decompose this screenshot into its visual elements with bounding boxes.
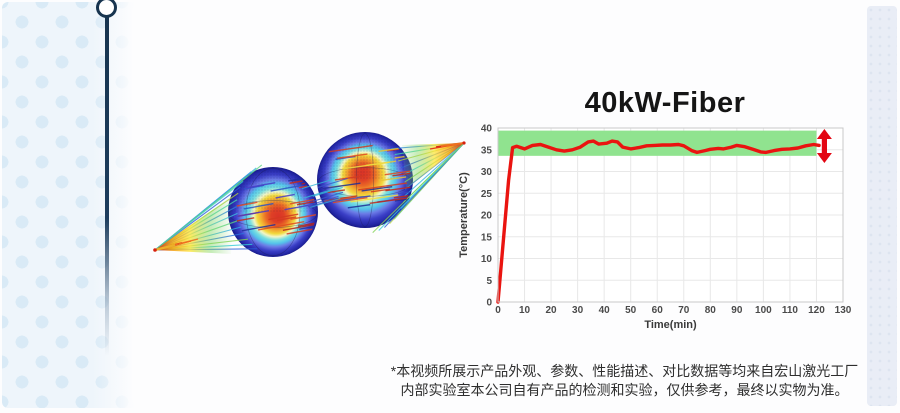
x-tick-label: 0 (495, 305, 501, 316)
x-tick-label: 70 (678, 305, 690, 316)
chart-plot: 0 10 20 30 40 50 60 70 80 90 100 110 120 130 0 5 10 15 20 2… (458, 124, 852, 332)
left-lens-meridian-v (245, 167, 301, 257)
x-tick-label: 30 (572, 305, 584, 316)
right-focus-glow (402, 143, 464, 189)
x-tick-label: 20 (546, 305, 558, 316)
y-tick-label: 5 (486, 276, 492, 287)
y-tick-label: 20 (481, 211, 493, 222)
x-tick-label: 50 (625, 305, 637, 316)
right-focus-point (462, 141, 466, 145)
disclaimer-line-2: 内部实验室本公司自有产品的检测和实验，仅供参考，最终以实物为准。 (400, 382, 849, 398)
x-axis-label: Time(min) (644, 319, 697, 331)
x-tick-label: 130 (835, 305, 852, 316)
y-axis-label: Temperature(°C) (458, 172, 470, 258)
y-tick-label: 25 (481, 189, 493, 200)
y-tick-label: 0 (486, 298, 492, 309)
x-tick-label: 60 (652, 305, 664, 316)
pendulum-pin-icon (96, 0, 117, 18)
y-tick-label: 35 (481, 145, 493, 156)
x-tick-label: 100 (755, 305, 772, 316)
disclaimer-text: *本视频所展示产品外观、参数、性能描述、对比数据等均来自宏山激光工厂 内部实验室… (372, 362, 877, 400)
right-texture-strip (867, 6, 897, 406)
chart-title: 40kW-Fiber (584, 87, 746, 119)
y-tick-label: 15 (481, 232, 493, 243)
left-focus-glow (155, 194, 235, 254)
double-arrow-icon (816, 129, 832, 163)
x-tick-label: 110 (782, 305, 799, 316)
x-tick-label: 10 (519, 305, 531, 316)
x-tick-label: 40 (599, 305, 611, 316)
lens-simulation-svg (153, 132, 466, 257)
x-tick-label: 80 (705, 305, 717, 316)
right-lens-meridian-v (356, 133, 374, 227)
lens-ray-simulation-figure (135, 90, 475, 310)
x-tick-label: 90 (731, 305, 743, 316)
right-lens-streaks (321, 144, 411, 209)
y-tick-label: 30 (481, 167, 493, 178)
left-focus-point (153, 248, 157, 252)
temperature-chart: 40kW-Fiber 0 10 20 30 40 50 60 70 80 90 100 110 120 1… (455, 86, 875, 342)
junction-streaks (301, 177, 348, 208)
x-tick-label: 120 (808, 305, 825, 316)
plot-border (497, 127, 844, 303)
y-tick-label: 40 (481, 124, 493, 135)
disclaimer-line-1: *本视频所展示产品外观、参数、性能描述、对比数据等均来自宏山激光工厂 (390, 363, 859, 379)
y-tick-label: 10 (481, 254, 493, 265)
pendulum-line-decor (105, 11, 109, 356)
temperature-line (496, 139, 821, 304)
